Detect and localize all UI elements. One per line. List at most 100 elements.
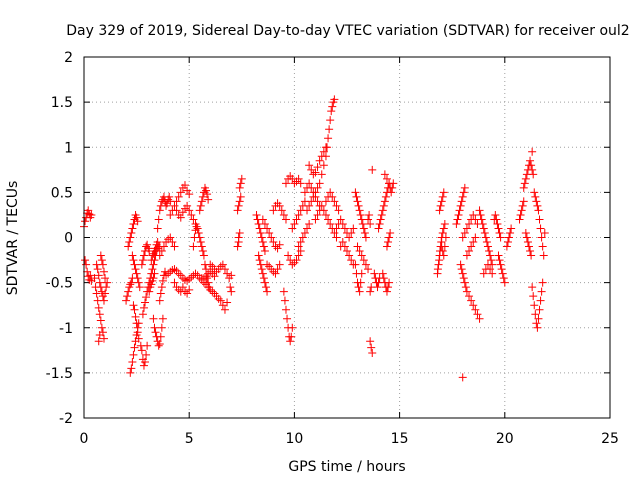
data-point-plus-marker xyxy=(356,210,365,219)
data-point-plus-marker xyxy=(279,287,288,296)
data-point-plus-marker xyxy=(532,197,541,206)
data-point-plus-marker xyxy=(129,301,138,310)
data-point-plus-marker xyxy=(151,244,160,253)
data-point-plus-marker xyxy=(277,206,286,215)
data-point-plus-marker xyxy=(380,170,389,179)
data-point-plus-marker xyxy=(271,269,280,278)
data-point-plus-marker xyxy=(374,224,383,233)
data-point-plus-marker xyxy=(441,233,450,242)
data-point-plus-marker xyxy=(453,215,462,224)
data-point-plus-marker xyxy=(465,219,474,228)
data-point-plus-marker xyxy=(170,201,179,210)
x-tick-label: 5 xyxy=(185,431,194,447)
data-point-plus-marker xyxy=(437,197,446,206)
data-point-plus-marker xyxy=(223,269,232,278)
data-point-plus-marker xyxy=(155,339,164,348)
data-point-plus-marker xyxy=(133,217,142,226)
data-point-plus-marker xyxy=(347,256,356,265)
data-point-plus-marker xyxy=(90,274,99,283)
data-point-plus-marker xyxy=(458,269,467,278)
data-point-plus-marker xyxy=(172,206,181,215)
y-tick-label: -1.5 xyxy=(46,366,73,382)
data-point-plus-marker xyxy=(194,228,203,237)
data-point-plus-marker xyxy=(81,217,90,226)
data-point-plus-marker xyxy=(294,210,303,219)
data-point-plus-marker xyxy=(467,296,476,305)
data-point-plus-marker xyxy=(475,206,484,215)
data-point-plus-marker xyxy=(133,328,142,337)
data-point-plus-marker xyxy=(491,210,500,219)
data-point-plus-marker xyxy=(473,310,482,319)
data-point-plus-marker xyxy=(269,267,278,276)
data-point-plus-marker xyxy=(495,256,504,265)
data-point-plus-marker xyxy=(330,95,339,104)
data-point-plus-marker xyxy=(223,298,232,307)
data-point-plus-marker xyxy=(294,174,303,183)
data-point-plus-marker xyxy=(131,265,140,274)
data-point-plus-marker xyxy=(321,210,330,219)
data-point-plus-marker xyxy=(515,215,524,224)
data-point-plus-marker xyxy=(157,283,166,292)
y-tick-label: -2 xyxy=(59,411,73,427)
data-point-plus-marker xyxy=(185,190,194,199)
data-point-plus-marker xyxy=(483,242,492,251)
data-point-plus-marker xyxy=(384,283,393,292)
data-point-plus-marker xyxy=(141,298,150,307)
data-point-plus-marker xyxy=(507,224,516,233)
x-tick-label: 15 xyxy=(391,431,409,447)
data-point-plus-marker xyxy=(311,188,320,197)
data-point-plus-marker xyxy=(143,341,152,350)
data-point-plus-marker xyxy=(275,260,284,269)
data-point-plus-marker xyxy=(530,188,539,197)
data-point-plus-marker xyxy=(254,251,263,260)
data-point-plus-marker xyxy=(191,269,200,278)
data-point-plus-marker xyxy=(183,289,192,298)
data-point-plus-marker xyxy=(199,251,208,260)
data-point-plus-marker xyxy=(180,181,189,190)
data-point-plus-marker xyxy=(255,256,264,265)
data-point-plus-marker xyxy=(471,305,480,314)
data-point-plus-marker xyxy=(294,242,303,251)
data-point-plus-marker xyxy=(325,125,334,134)
data-point-plus-marker xyxy=(151,328,160,337)
data-point-plus-marker xyxy=(332,233,341,242)
data-point-plus-marker xyxy=(368,349,377,358)
data-point-plus-marker xyxy=(170,242,179,251)
y-tick-label: 1 xyxy=(64,140,73,156)
data-point-plus-marker xyxy=(354,283,363,292)
data-point-plus-marker xyxy=(206,260,215,269)
data-point-plus-marker xyxy=(358,219,367,228)
data-point-plus-marker xyxy=(208,287,217,296)
data-point-plus-marker xyxy=(138,310,147,319)
data-point-plus-marker xyxy=(185,275,194,284)
data-point-plus-marker xyxy=(154,215,163,224)
data-point-plus-marker xyxy=(129,256,138,265)
data-point-plus-marker xyxy=(364,265,373,274)
data-point-plus-marker xyxy=(185,285,194,294)
data-point-plus-marker xyxy=(218,260,227,269)
data-point-plus-marker xyxy=(307,197,316,206)
data-point-plus-marker xyxy=(321,143,330,152)
data-point-plus-marker xyxy=(300,188,309,197)
data-point-plus-marker xyxy=(326,219,335,228)
data-points xyxy=(80,95,549,382)
data-point-plus-marker xyxy=(382,287,391,296)
data-point-plus-marker xyxy=(505,233,514,242)
data-point-plus-marker xyxy=(96,316,105,325)
data-point-plus-marker xyxy=(288,260,297,269)
data-point-plus-marker xyxy=(529,292,538,301)
data-point-plus-marker xyxy=(267,233,276,242)
data-point-plus-marker xyxy=(345,251,354,260)
data-point-plus-marker xyxy=(97,256,106,265)
data-point-plus-marker xyxy=(139,361,148,370)
data-point-plus-marker xyxy=(493,219,502,228)
data-point-plus-marker xyxy=(275,240,284,249)
data-point-plus-marker xyxy=(168,265,177,274)
data-point-plus-marker xyxy=(480,228,489,237)
data-point-plus-marker xyxy=(528,165,537,174)
data-point-plus-marker xyxy=(153,238,162,247)
data-point-plus-marker xyxy=(379,274,388,283)
data-point-plus-marker xyxy=(537,287,546,296)
data-point-plus-marker xyxy=(467,242,476,251)
data-point-plus-marker xyxy=(469,210,478,219)
